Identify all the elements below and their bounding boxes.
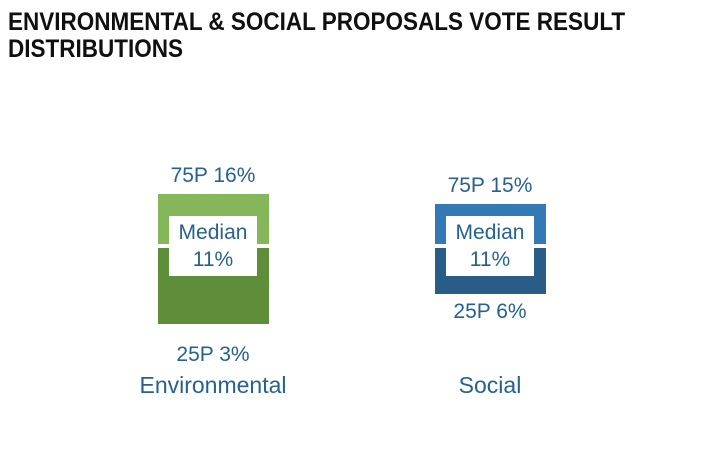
p25-label-environmental: 25P 3% bbox=[176, 342, 250, 366]
category-label-social: Social bbox=[458, 372, 522, 398]
median-label-box-social: Median 11% bbox=[446, 215, 534, 276]
p25-label-social: 25P 6% bbox=[453, 299, 527, 323]
category-label-environmental: Environmental bbox=[139, 372, 287, 398]
p75-label-social: 75P 15% bbox=[447, 173, 533, 197]
median-value-text: 11% bbox=[469, 247, 511, 271]
median-label-box-environmental: Median 11% bbox=[169, 215, 257, 276]
median-label-text: Median bbox=[178, 220, 248, 244]
chart-title-line-2: DISTRIBUTIONS bbox=[8, 35, 184, 63]
chart-title: ENVIRONMENTAL & SOCIAL PROPOSALS VOTE RE… bbox=[8, 9, 625, 63]
chart-title-line-1: ENVIRONMENTAL & SOCIAL PROPOSALS VOTE RE… bbox=[8, 8, 626, 36]
median-label-text: Median bbox=[455, 220, 525, 244]
median-value-text: 11% bbox=[192, 247, 234, 271]
p75-label-environmental: 75P 16% bbox=[170, 163, 256, 187]
